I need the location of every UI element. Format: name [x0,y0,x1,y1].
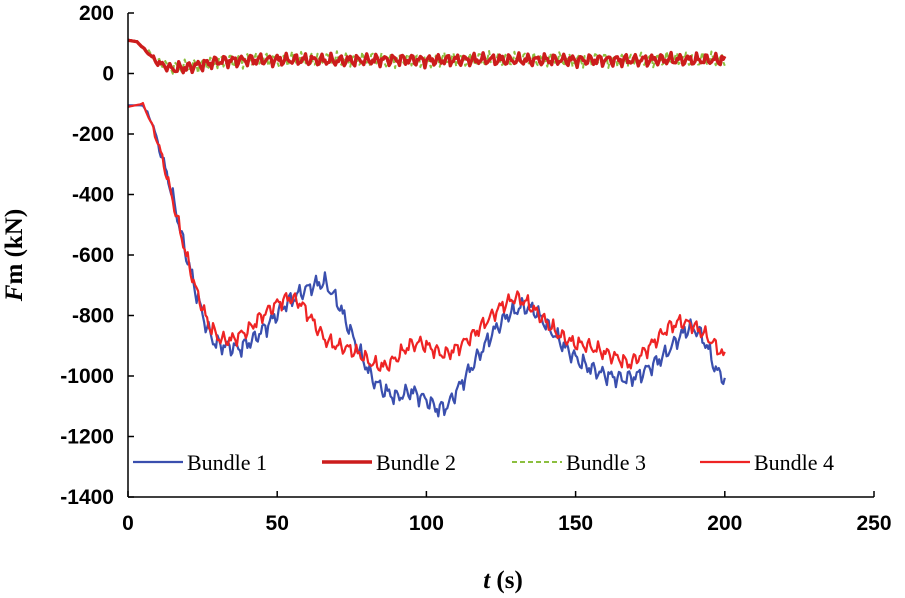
series-line-bundle-1 [128,104,726,418]
legend-label-1: Bundle 1 [187,450,267,475]
y-tick-label: -1200 [60,426,114,449]
x-tick-label: 150 [558,512,593,535]
y-tick-label: -600 [72,244,114,267]
y-tick-label: -200 [72,123,114,146]
series-layer [127,38,727,418]
legend-label-2: Bundle 2 [376,450,456,475]
y-tick-label: -1400 [60,486,114,509]
x-tick-label: 250 [856,512,891,535]
x-tick-label: 200 [707,512,742,535]
series-line-bundle-2 [127,38,727,75]
x-axis-title: t (s) [483,567,523,594]
x-tick-label: 50 [266,512,289,535]
legend-label-3: Bundle 3 [566,450,646,475]
y-axis-title-symbol: F [1,284,28,302]
y-axis-title: Fm (kN) [1,209,28,302]
x-tick-label: 0 [122,512,134,535]
y-tick-label: 0 [102,63,114,86]
axes [127,13,874,498]
legend: Bundle 1 Bundle 2 Bundle 3 Bundle 4 [133,450,834,475]
legend-label-4: Bundle 4 [754,450,834,475]
y-tick-label: -400 [72,184,114,207]
y-axis-title-unit: m (kN) [1,209,28,285]
x-tick-label: 100 [409,512,444,535]
y-tick-label: 200 [79,2,114,25]
x-ticks: 0 50 100 150 200 250 [122,491,892,535]
x-axis-title-unit: (s) [490,567,523,594]
x-axis-title-symbol: t [483,567,491,594]
y-ticks: 200 0 -200 -400 -600 -800 -1000 -1200 -1400 [60,2,134,509]
y-tick-label: -800 [72,305,114,328]
y-tick-label: -1000 [60,365,114,388]
series-line-bundle-4 [127,101,726,372]
